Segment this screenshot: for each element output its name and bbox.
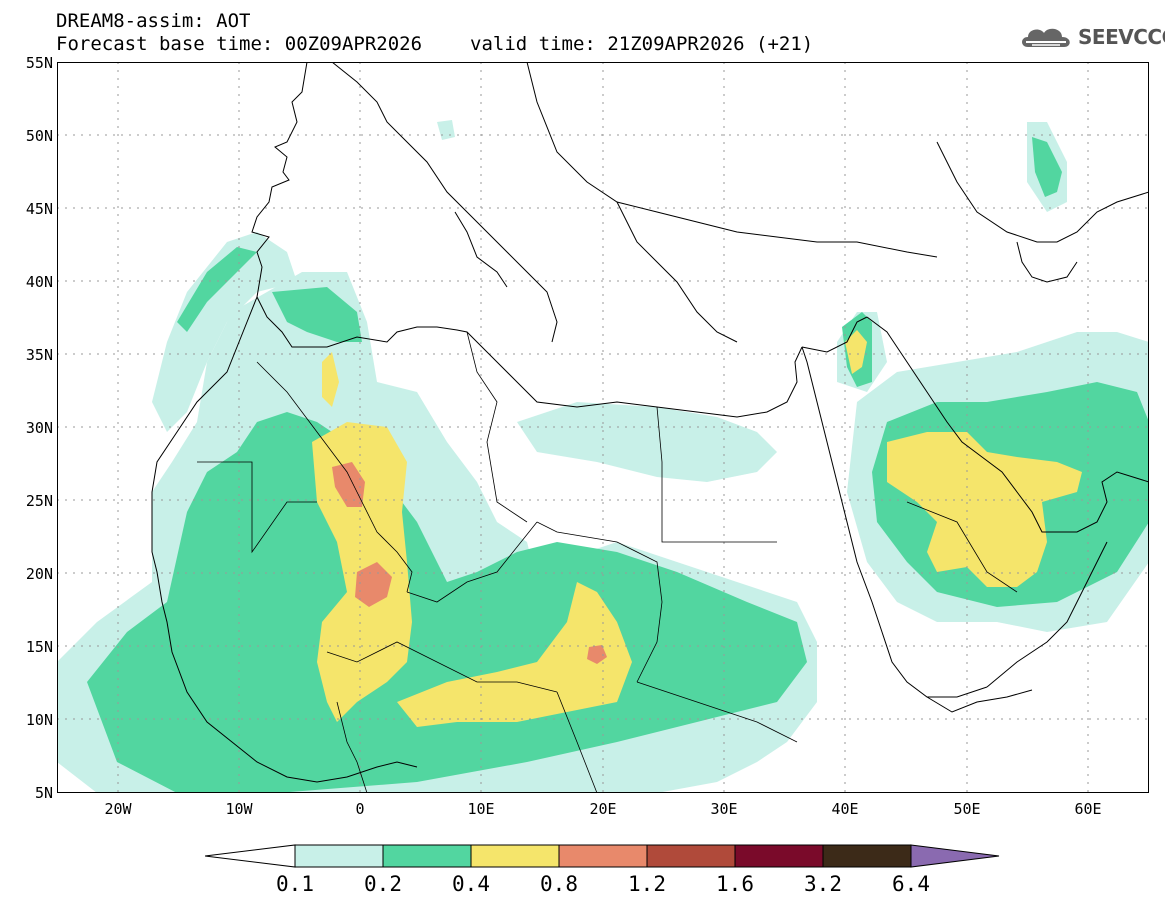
aot-map — [57, 61, 1150, 794]
aot-level-0.8 — [332, 462, 607, 664]
graticule — [57, 62, 1149, 793]
lat-label: 35N — [25, 346, 53, 364]
colorbar-swatch — [646, 844, 736, 868]
colorbar-label: 0.4 — [452, 872, 490, 896]
colorbar-swatch — [822, 844, 912, 868]
lat-label: 40N — [25, 273, 53, 291]
colorbar-label: 0.1 — [276, 872, 314, 896]
lat-label: 25N — [25, 492, 53, 510]
lat-label: 55N — [25, 54, 53, 72]
colorbar-graphic — [204, 844, 1000, 868]
lat-label: 30N — [25, 419, 53, 437]
lon-label: 40E — [831, 800, 859, 818]
lat-label: 15N — [25, 638, 53, 656]
logo-text: SEEVCCC — [1078, 25, 1165, 49]
map-area — [57, 61, 1150, 794]
colorbar-label: 1.6 — [716, 872, 754, 896]
lat-label: 5N — [34, 784, 53, 802]
colorbar-label: 3.2 — [804, 872, 842, 896]
lat-label: 50N — [25, 127, 53, 145]
colorbar-label: 0.2 — [364, 872, 402, 896]
lon-label: 0 — [355, 800, 365, 818]
forecast-base-time: Forecast base time: 00Z09APR2026 — [56, 33, 423, 55]
lon-label: 20W — [104, 800, 132, 818]
lon-label: 30E — [710, 800, 738, 818]
colorbar-swatch — [558, 844, 648, 868]
colorbar-swatch — [470, 844, 560, 868]
map-title: DREAM8-assim: AOT — [56, 10, 251, 32]
colorbar-label: 6.4 — [892, 872, 930, 896]
forecast-time-line: Forecast base time: 00Z09APR2026 valid ti… — [56, 33, 813, 55]
lon-label: 60E — [1074, 800, 1102, 818]
coastlines — [151, 61, 1150, 783]
lon-label: 20E — [589, 800, 617, 818]
valid-time: valid time: 21Z09APR2026 (+21) — [470, 33, 814, 55]
colorbar-label: 1.2 — [628, 872, 666, 896]
lat-label: 20N — [25, 565, 53, 583]
country-borders — [197, 331, 1018, 794]
lat-label: 45N — [25, 200, 53, 218]
colorbar — [204, 843, 1000, 873]
lon-label: 10W — [225, 800, 253, 818]
colorbar-swatch — [294, 844, 384, 868]
colorbar-swatch — [382, 844, 472, 868]
seevccc-logo: SEEVCCC — [1018, 23, 1165, 51]
cloud-icon — [1022, 28, 1070, 47]
colorbar-swatch — [734, 844, 824, 868]
lon-label: 10E — [467, 800, 495, 818]
lat-label: 10N — [25, 711, 53, 729]
lon-label: 50E — [953, 800, 981, 818]
colorbar-label: 0.8 — [540, 872, 578, 896]
